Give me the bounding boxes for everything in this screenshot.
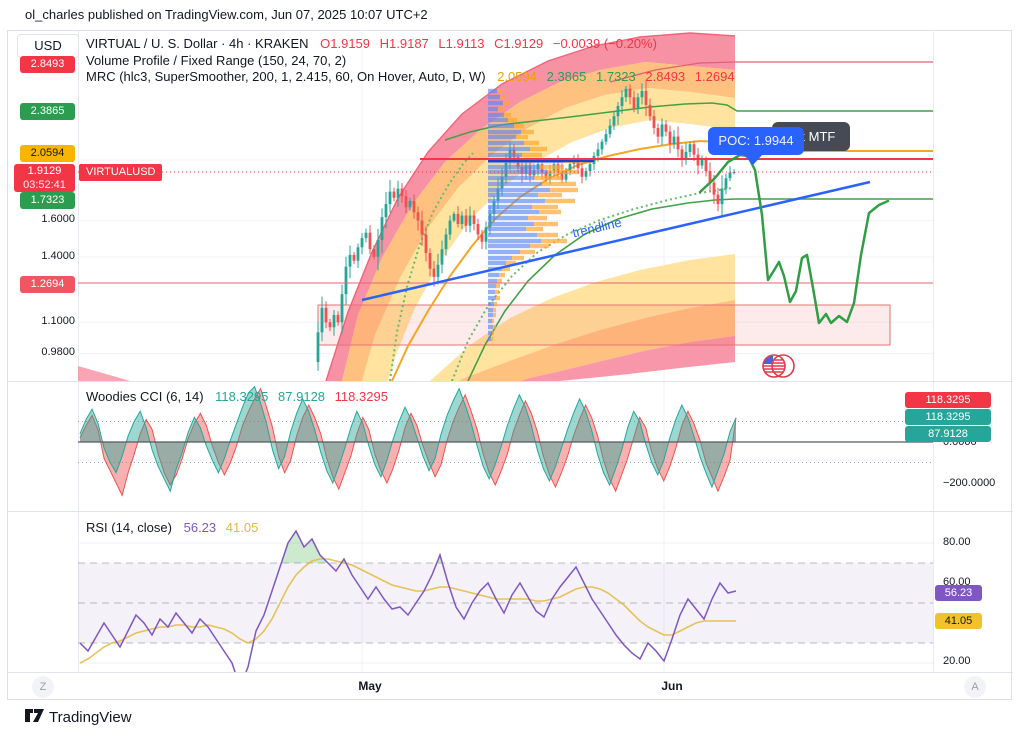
mrc-value: 2.8493 — [645, 69, 686, 84]
us-flag-icon[interactable] — [762, 354, 795, 378]
ohlc-close: C1.9129 — [494, 36, 544, 51]
last-price-badge: 1.9129 03:52:41 — [14, 164, 75, 192]
rsi-value: 56.23 — [183, 520, 217, 535]
tradingview-brand-text[interactable]: TradingView — [49, 709, 132, 726]
rsi-ma-badge: 41.05 — [935, 613, 982, 629]
price-badge-center: 2.0594 — [20, 145, 75, 162]
cci-value: 118.3295 — [334, 389, 388, 404]
rsi-scale-20: 20.00 — [943, 655, 971, 667]
mrc-value: 1.2694 — [694, 69, 735, 84]
rsi-title[interactable]: RSI (14, close) — [86, 520, 172, 535]
poc-tooltip-pointer — [744, 155, 762, 165]
cci-value: 87.9128 — [278, 389, 326, 404]
cci-legend-row[interactable]: Woodies CCI (6, 14) 118.3295 87.9128 118… — [86, 389, 388, 404]
price-badge-upper2: 2.8493 — [20, 56, 75, 73]
cci-scale-low: −200.0000 — [943, 477, 996, 489]
left-axis-border — [78, 30, 79, 672]
main-panel[interactable] — [78, 32, 933, 381]
symbol-price-label: VIRTUALUSD — [79, 164, 163, 181]
cci-title[interactable]: Woodies CCI (6, 14) — [86, 389, 204, 404]
mrc-title[interactable]: MRC (hlc3, SuperSmoother, 200, 1, 2.415,… — [86, 69, 486, 84]
time-axis-a-button[interactable]: A — [964, 676, 986, 698]
tradingview-logo-icon[interactable] — [25, 708, 44, 725]
mrc-value: 2.0594 — [497, 69, 537, 84]
time-axis-border — [7, 672, 1013, 673]
panel-divider-rsi[interactable] — [7, 511, 1013, 512]
cci-panel[interactable] — [78, 385, 933, 497]
currency-button[interactable]: USD — [17, 34, 79, 58]
chart-plot-area[interactable] — [78, 30, 933, 672]
chart-frame — [7, 30, 1012, 700]
price-tick: 1.4000 — [41, 250, 75, 262]
symbol-title[interactable]: VIRTUAL / U. S. Dollar · 4h · KRAKEN — [86, 36, 309, 51]
price-badge-upper1: 2.3865 — [20, 103, 75, 120]
rsi-legend-row[interactable]: RSI (14, close) 56.23 41.05 — [86, 520, 258, 535]
panel-divider-cci[interactable] — [7, 381, 1013, 382]
rsi-scale-80: 80.00 — [943, 536, 971, 548]
cci-value: 118.3295 — [215, 389, 269, 404]
rsi-panel[interactable] — [78, 529, 933, 672]
rsi-ma-value: 41.05 — [225, 520, 259, 535]
cci-badge-teal2: 87.9128 — [905, 426, 991, 442]
rsi-badge: 56.23 — [935, 585, 982, 601]
time-axis-z-button[interactable]: Z — [32, 676, 54, 698]
cci-badge-teal1: 118.3295 — [905, 409, 991, 425]
cci-badge-red: 118.3295 — [905, 392, 991, 408]
legend-symbol-row[interactable]: VIRTUAL / U. S. Dollar · 4h · KRAKEN O1.… — [86, 36, 657, 51]
mrc-value: 2.3865 — [546, 69, 587, 84]
month-label-jun: Jun — [661, 679, 683, 693]
bar-countdown: 03:52:41 — [23, 179, 66, 191]
price-badge-lower2: 1.2694 — [20, 276, 75, 293]
price-badge-lower1: 1.7323 — [20, 192, 75, 209]
month-label-may: May — [358, 679, 382, 693]
poc-tooltip: POC: 1.9944 — [708, 127, 804, 155]
mrc-value: 1.7323 — [596, 69, 636, 84]
legend-volume-profile[interactable]: Volume Profile / Fixed Range (150, 24, 7… — [86, 53, 347, 68]
price-tick: 1.6000 — [41, 213, 75, 225]
ohlc-low: L1.9113 — [438, 36, 485, 51]
legend-mrc-row[interactable]: MRC (hlc3, SuperSmoother, 200, 1, 2.415,… — [86, 69, 735, 84]
price-tick: 1.1000 — [41, 315, 75, 327]
ohlc-change: −0.0039 (−0.20%) — [552, 36, 657, 51]
attribution-text: ol_charles published on TradingView.com,… — [25, 7, 428, 22]
last-price: 1.9129 — [27, 165, 62, 177]
price-tick: 0.9800 — [41, 346, 75, 358]
ohlc-high: H1.9187 — [379, 36, 429, 51]
ohlc-open: O1.9159 — [320, 36, 371, 51]
right-axis-border — [933, 30, 934, 672]
